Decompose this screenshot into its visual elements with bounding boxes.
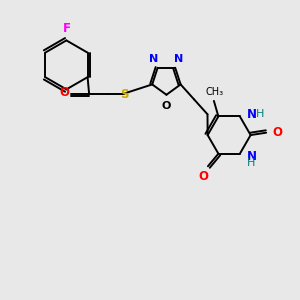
Text: N: N [174, 54, 183, 64]
Text: S: S [120, 88, 128, 101]
Text: O: O [161, 101, 170, 111]
Text: N: N [247, 108, 256, 121]
Text: CH₃: CH₃ [206, 87, 224, 97]
Text: F: F [62, 22, 70, 35]
Text: N: N [149, 54, 159, 64]
Text: H: H [247, 158, 255, 168]
Text: N: N [247, 150, 256, 163]
Text: O: O [199, 170, 209, 183]
Text: H: H [256, 109, 265, 119]
Text: O: O [59, 86, 69, 100]
Text: O: O [273, 126, 283, 139]
